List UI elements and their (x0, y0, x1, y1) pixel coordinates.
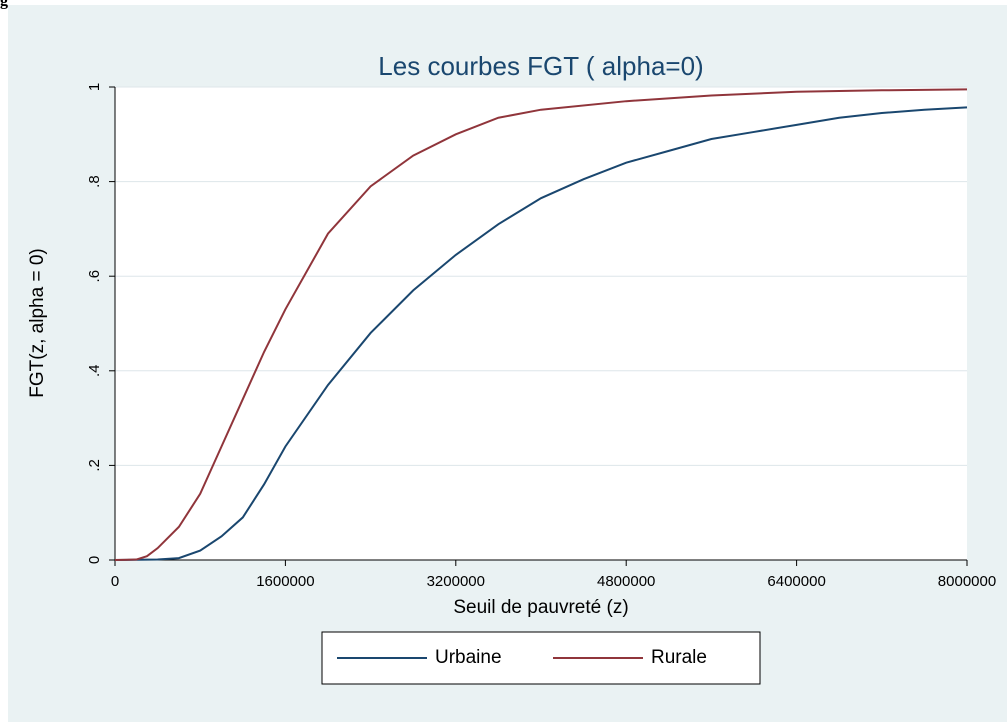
y-tick-label: .6 (86, 270, 103, 283)
x-tick-label: 4800000 (597, 573, 655, 590)
y-tick-label: 0 (86, 556, 103, 564)
plot-area (115, 87, 967, 560)
line-series (114, 106, 968, 561)
chart-title: Les courbes FGT ( alpha=0) (378, 51, 703, 81)
y-tick-label: .8 (86, 175, 103, 188)
y-tick-label: .4 (86, 365, 103, 378)
y-tick-label: 1 (86, 83, 103, 91)
x-tick-label: 8000000 (938, 573, 996, 590)
header-fragment: g (0, 0, 8, 10)
x-axis-label: Seuil de pauvreté (z) (453, 597, 628, 618)
x-tick-label: 6400000 (767, 573, 825, 590)
x-tick-label: 3200000 (427, 573, 485, 590)
x-tick-label: 0 (111, 573, 119, 590)
y-tick-label: .2 (86, 459, 103, 472)
legend-label: Rurale (651, 647, 707, 668)
x-tick-label: 1600000 (256, 573, 314, 590)
line-series (114, 88, 968, 561)
y-axis-label: FGT(z, alpha = 0) (27, 248, 48, 397)
legend-label: Urbaine (435, 647, 502, 668)
